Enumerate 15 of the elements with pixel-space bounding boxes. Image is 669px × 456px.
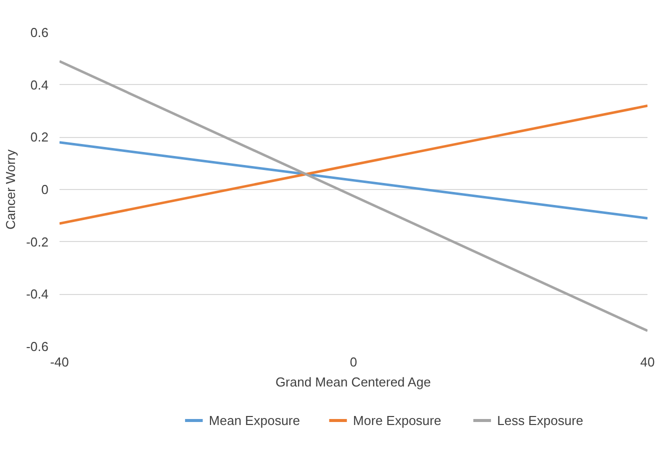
legend-label: More Exposure	[353, 413, 442, 428]
y-tick-label: -0.2	[26, 234, 49, 250]
y-tick-label: 0.4	[30, 77, 49, 92]
legend-label: Mean Exposure	[208, 413, 300, 428]
x-tick-label: -40	[50, 354, 69, 370]
legend-label: Less Exposure	[497, 413, 584, 428]
x-tick-label: 40	[640, 354, 655, 370]
y-tick-label: -0.6	[26, 339, 49, 354]
y-tick-label: 0	[41, 182, 49, 197]
x-tick-label: 0	[350, 354, 358, 370]
x-axis-title: Grand Mean Centered Age	[275, 374, 431, 390]
y-tick-label: -0.4	[26, 286, 49, 302]
y-tick-label: 0.6	[30, 25, 49, 40]
y-tick-label: 0.2	[30, 130, 49, 145]
y-axis-title: Cancer Worry	[3, 149, 18, 230]
